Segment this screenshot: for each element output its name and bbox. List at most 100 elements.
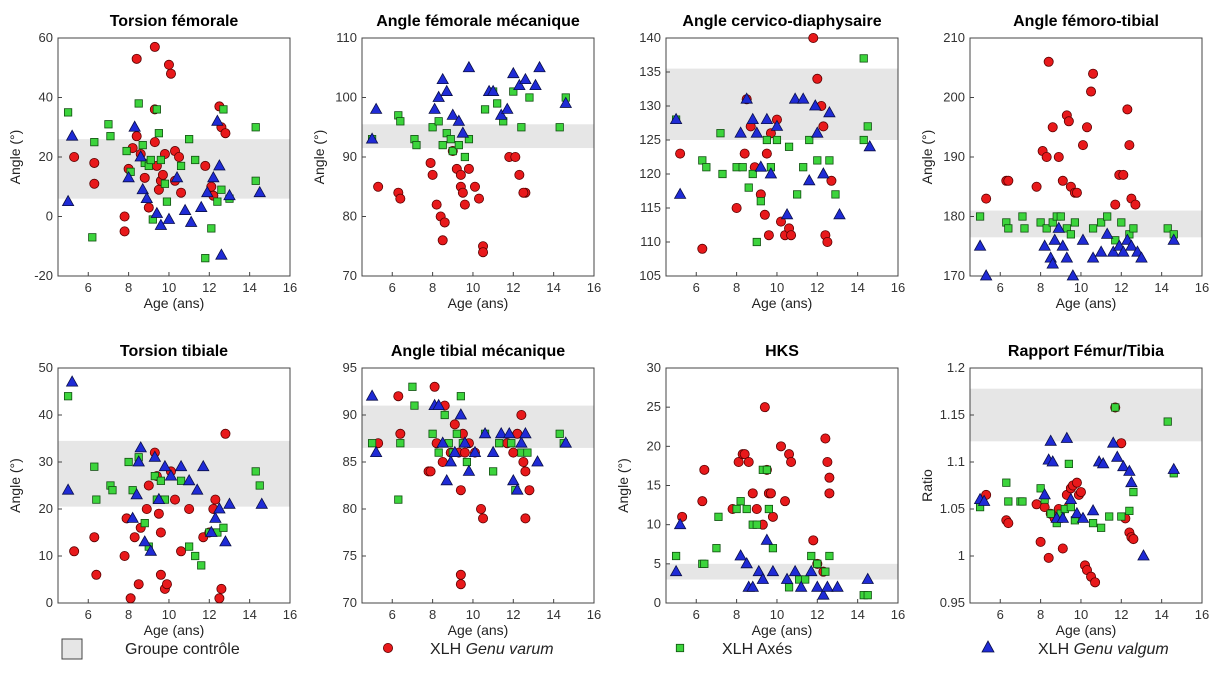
point-genu-valgum bbox=[1048, 233, 1062, 245]
y-tick-label: 90 bbox=[343, 407, 357, 422]
x-tick-label: 14 bbox=[1154, 280, 1168, 295]
legend-label: XLH Genu varum bbox=[430, 641, 554, 658]
point-genu-valgum bbox=[486, 445, 500, 458]
point-genu-valgum bbox=[440, 84, 454, 96]
point-axes bbox=[448, 146, 457, 156]
point-axes bbox=[191, 551, 200, 561]
legend-label-text: XLH Axés bbox=[722, 641, 792, 658]
point-genu-varum bbox=[759, 402, 770, 413]
y-axis-label: Ratio bbox=[919, 469, 935, 502]
point-axes bbox=[152, 105, 161, 114]
point-genu-valgum bbox=[369, 445, 383, 458]
point-genu-valgum bbox=[740, 557, 753, 569]
x-tick-label: 8 bbox=[1037, 607, 1044, 622]
point-genu-valgum bbox=[1086, 504, 1100, 516]
x-tick-label: 14 bbox=[850, 280, 864, 295]
point-genu-valgum bbox=[1046, 455, 1059, 467]
point-genu-varum bbox=[516, 409, 527, 420]
point-genu-valgum bbox=[201, 185, 214, 198]
point-axes bbox=[671, 551, 681, 561]
point-genu-valgum bbox=[436, 72, 449, 85]
point-genu-valgum bbox=[1046, 257, 1059, 269]
legend-swatch-valgum bbox=[981, 640, 995, 653]
point-genu-valgum bbox=[152, 492, 166, 505]
point-genu-varum bbox=[478, 247, 489, 258]
y-tick-label: 0 bbox=[46, 209, 53, 224]
point-genu-varum bbox=[89, 532, 100, 543]
point-axes bbox=[1117, 218, 1126, 227]
point-genu-varum bbox=[765, 488, 776, 499]
point-genu-varum bbox=[1043, 56, 1054, 67]
x-tick-label: 16 bbox=[587, 607, 601, 622]
y-tick-label: 20 bbox=[39, 501, 53, 516]
point-genu-varum bbox=[119, 226, 130, 237]
y-tick-label: 40 bbox=[39, 407, 53, 422]
control-band bbox=[970, 388, 1202, 442]
y-axis-label: Angle (°) bbox=[919, 130, 935, 185]
point-axes bbox=[412, 140, 421, 150]
point-genu-valgum bbox=[817, 588, 830, 600]
point-axes bbox=[1046, 509, 1055, 518]
y-tick-label: 80 bbox=[343, 209, 357, 224]
point-genu-valgum bbox=[1125, 239, 1138, 251]
point-genu-valgum bbox=[134, 150, 147, 162]
point-genu-valgum bbox=[122, 171, 135, 183]
chart-title: HKS bbox=[765, 343, 799, 360]
y-tick-label: 1.15 bbox=[940, 407, 965, 422]
point-genu-varum bbox=[747, 488, 758, 499]
legend-label-text: XLH bbox=[430, 641, 466, 658]
point-genu-varum bbox=[457, 187, 468, 198]
chart-title: Angle cervico-diaphysaire bbox=[682, 13, 881, 30]
point-genu-valgum bbox=[468, 445, 482, 458]
point-genu-valgum bbox=[194, 200, 208, 212]
y-tick-label: 135 bbox=[639, 64, 661, 79]
point-genu-valgum bbox=[223, 497, 236, 509]
point-genu-varum bbox=[1043, 552, 1054, 563]
point-genu-valgum bbox=[65, 375, 79, 387]
point-axes bbox=[251, 467, 260, 476]
point-genu-varum bbox=[220, 128, 231, 139]
point-genu-varum bbox=[478, 513, 489, 524]
point-genu-varum bbox=[824, 472, 835, 483]
point-axes bbox=[1105, 512, 1114, 521]
point-axes bbox=[859, 135, 868, 145]
y-tick-label: 90 bbox=[343, 149, 357, 164]
point-axes bbox=[456, 392, 465, 401]
point-genu-valgum bbox=[1076, 233, 1090, 245]
point-genu-varum bbox=[780, 496, 791, 507]
point-genu-valgum bbox=[788, 92, 802, 104]
y-tick-label: 0 bbox=[46, 595, 53, 610]
point-genu-varum bbox=[427, 169, 438, 180]
point-axes bbox=[1004, 497, 1013, 506]
point-axes bbox=[523, 448, 532, 457]
point-genu-varum bbox=[143, 480, 154, 491]
point-genu-varum bbox=[184, 503, 195, 514]
point-genu-valgum bbox=[780, 207, 794, 220]
point-genu-valgum bbox=[861, 572, 875, 584]
point-genu-valgum bbox=[519, 72, 532, 85]
y-tick-label: 200 bbox=[943, 90, 965, 105]
x-tick-label: 10 bbox=[770, 607, 784, 622]
point-genu-varum bbox=[200, 160, 211, 171]
x-axis-label: Age (ans) bbox=[448, 295, 509, 311]
point-axes bbox=[1036, 218, 1045, 227]
point-genu-valgum bbox=[1106, 436, 1120, 448]
chart-title: Angle fémorale mécanique bbox=[376, 13, 580, 30]
point-axes bbox=[1020, 224, 1029, 233]
point-axes bbox=[464, 135, 474, 144]
point-genu-valgum bbox=[673, 517, 687, 530]
y-tick-label: 70 bbox=[343, 595, 357, 610]
point-genu-varum bbox=[826, 175, 837, 186]
point-genu-valgum bbox=[1110, 450, 1124, 462]
point-axes bbox=[251, 176, 260, 185]
y-tick-label: 15 bbox=[647, 478, 661, 493]
y-axis-label: Angle (°) bbox=[7, 130, 23, 185]
legend-label: Groupe contrôle bbox=[125, 641, 240, 658]
point-axes bbox=[63, 392, 73, 401]
point-genu-varum bbox=[786, 456, 797, 467]
plot-frame bbox=[969, 367, 1203, 604]
y-tick-label: -20 bbox=[34, 268, 53, 283]
chart-title: Angle fémoro-tibial bbox=[1013, 13, 1159, 30]
point-genu-valgum bbox=[213, 159, 226, 171]
